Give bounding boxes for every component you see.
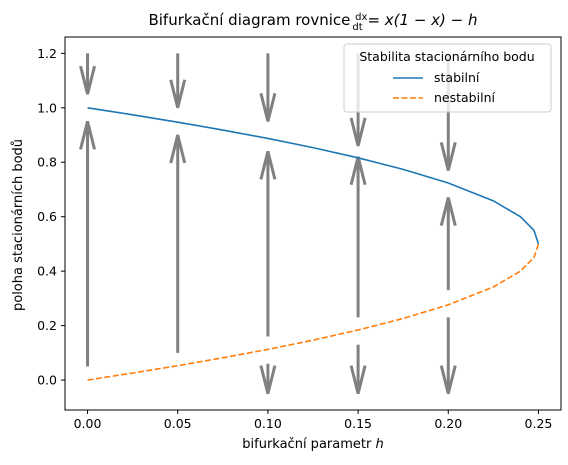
chart-title: Bifurkační diagram rovnice dx dt = x(1 − …: [148, 11, 477, 33]
plot-area-border: [64, 36, 562, 411]
y-tick-label: 1.2: [37, 46, 57, 61]
y-axis-label: poloha stacionárních bodů: [11, 139, 26, 311]
x-tick-label: 0.20: [434, 416, 462, 431]
flow-arrow-head: [169, 79, 187, 109]
legend-label-stable: stabilní: [434, 70, 480, 85]
flow-arrow-head: [79, 65, 97, 95]
plot-frame: [64, 36, 562, 411]
y-tick-label: 0.0: [37, 373, 57, 388]
legend-box: [343, 43, 552, 113]
x-axis-label: bifurkační parametr h: [242, 437, 383, 452]
series-line-stable: [87, 106, 540, 245]
x-tick-label: 0.00: [74, 416, 102, 431]
legend-label-unstable: nestabilní: [434, 90, 495, 105]
flow-arrow-head: [259, 93, 277, 122]
x-tick-label: 0.15: [344, 416, 372, 431]
chart-title-text: Bifurkační diagram rovnice: [148, 11, 350, 29]
x-tick-label: 0.10: [254, 416, 282, 431]
title-frac-den: dt: [352, 22, 362, 33]
title-frac-num: dx: [355, 12, 367, 23]
direction-arrows: [79, 53, 457, 395]
legend-title: Stabilita stacionárního bodu: [359, 49, 534, 64]
flow-arrow-head: [259, 150, 277, 180]
title-rhs: = x(1 − x) − h: [363, 11, 478, 29]
x-tick-label: 0.25: [525, 416, 553, 431]
y-tick-label: 0.6: [37, 209, 57, 224]
y-tick-label: 0.2: [37, 318, 57, 333]
flow-arrow-head: [439, 142, 457, 171]
y-tick-label: 0.4: [37, 264, 57, 279]
flow-arrow-head: [79, 121, 97, 150]
flow-arrow-head: [439, 197, 457, 226]
x-axis-label-text: bifurkační parametr: [242, 437, 372, 452]
series-line-unstable: [87, 243, 540, 381]
x-tick-label: 0.05: [164, 416, 192, 431]
flow-arrow-head: [349, 156, 367, 186]
y-tick-label: 1.0: [37, 100, 57, 115]
flow-arrow-head: [169, 134, 187, 164]
flow-arrow-head: [349, 117, 367, 147]
y-ticks: 0.0 0.2 0.4 0.6 0.8 1.0 1.2: [37, 46, 65, 388]
y-tick-label: 0.8: [37, 155, 57, 170]
x-axis-label-var: h: [375, 437, 383, 452]
series-lines: [87, 106, 540, 381]
flow-arrow-head: [349, 365, 367, 395]
x-ticks: 0.00 0.05 0.10 0.15 0.20 0.25: [74, 410, 553, 431]
flow-arrow-head: [439, 365, 457, 395]
flow-arrow-head: [259, 365, 277, 395]
legend: Stabilita stacionárního bodu stabilní ne…: [343, 43, 552, 113]
